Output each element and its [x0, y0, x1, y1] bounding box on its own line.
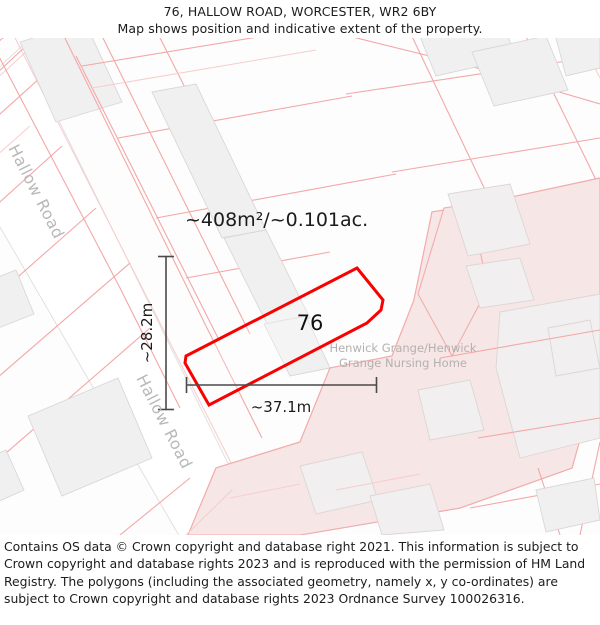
- parcel-block-bottom-right: [469, 441, 600, 535]
- dimension-vertical-label: ~28.2m: [138, 303, 156, 364]
- place-label-line1: Henwick Grange/Henwick: [329, 341, 476, 355]
- dimension-vertical: ~28.2m: [138, 255, 174, 411]
- parcel-block-bottom-left: [119, 477, 233, 535]
- map-svg[interactable]: 76 ~408m²/~0.101ac. ~28.2m ~37.1m Hallow…: [0, 38, 600, 535]
- header: 76, HALLOW ROAD, WORCESTER, WR2 6BY Map …: [0, 0, 600, 38]
- parcel-block-centre: [64, 38, 397, 439]
- parcel-block-left: [0, 38, 181, 502]
- page-subtitle: Map shows position and indicative extent…: [117, 21, 483, 36]
- dimension-horizontal-label: ~37.1m: [251, 398, 312, 416]
- nursing-home-grounds: [187, 177, 600, 535]
- map-canvas[interactable]: 76 ~408m²/~0.101ac. ~28.2m ~37.1m Hallow…: [0, 38, 600, 535]
- copyright-text: Contains OS data © Crown copyright and d…: [4, 539, 586, 607]
- area-label: ~408m²/~0.101ac.: [185, 209, 368, 231]
- place-label-line2: Grange Nursing Home: [339, 356, 467, 370]
- footer-legal: Contains OS data © Crown copyright and d…: [0, 535, 600, 625]
- page-title: 76, HALLOW ROAD, WORCESTER, WR2 6BY: [163, 4, 437, 19]
- property-boundary-polygon[interactable]: [183, 266, 385, 407]
- plot-number-label: 76: [297, 311, 324, 335]
- dimension-horizontal: ~37.1m: [185, 377, 378, 416]
